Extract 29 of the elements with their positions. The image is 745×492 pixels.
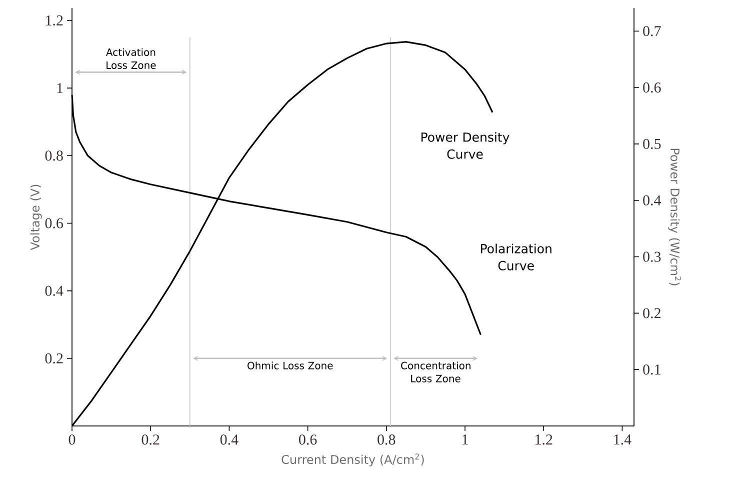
y-tick-label: 1.2 xyxy=(46,15,63,26)
x-tick-label: 0.8 xyxy=(378,434,396,445)
annotation: Ohmic Loss Zone xyxy=(248,362,333,370)
y2-tick-label: 0.7 xyxy=(643,26,661,36)
y2-tick-label: 0.2 xyxy=(643,308,660,318)
x-tick-label: 0 xyxy=(68,434,76,445)
y2-tick-label: 0.3 xyxy=(643,252,661,262)
y-tick-label: 0.2 xyxy=(45,353,63,364)
y2-axis-title: Power Density (W/cm$^{2}$) xyxy=(668,148,681,286)
y-tick-label: 0.8 xyxy=(45,150,63,161)
x-tick-label: 1.4 xyxy=(614,434,632,445)
x-axis-title: Current Density (A/cm$^{2}$) xyxy=(282,454,424,466)
x-tick-label: 1.2 xyxy=(536,434,552,445)
y2-tick-label: 0.1 xyxy=(643,364,660,375)
x-tick-label: 0.4 xyxy=(220,434,238,445)
y-tick-label: 0.4 xyxy=(45,286,64,296)
text: Power Density Curve xyxy=(421,132,510,159)
annotation: Concentration Loss Zone xyxy=(401,362,470,382)
y2-tick-label: 0.6 xyxy=(643,82,661,93)
y-axis-title: Voltage (V) xyxy=(30,184,42,250)
text: Polarization Curve xyxy=(480,244,552,270)
y-tick-label: 1 xyxy=(57,83,63,94)
y2-tick-label: 0.4 xyxy=(643,195,662,206)
y2-tick-label: 0.5 xyxy=(643,138,661,150)
x-tick-label: 0.2 xyxy=(142,434,160,445)
x-tick-label: 1 xyxy=(462,434,468,444)
annotation: Activation Loss Zone xyxy=(106,48,156,69)
y-tick-label: 0.6 xyxy=(45,218,64,228)
x-tick-label: 0.6 xyxy=(298,434,317,445)
